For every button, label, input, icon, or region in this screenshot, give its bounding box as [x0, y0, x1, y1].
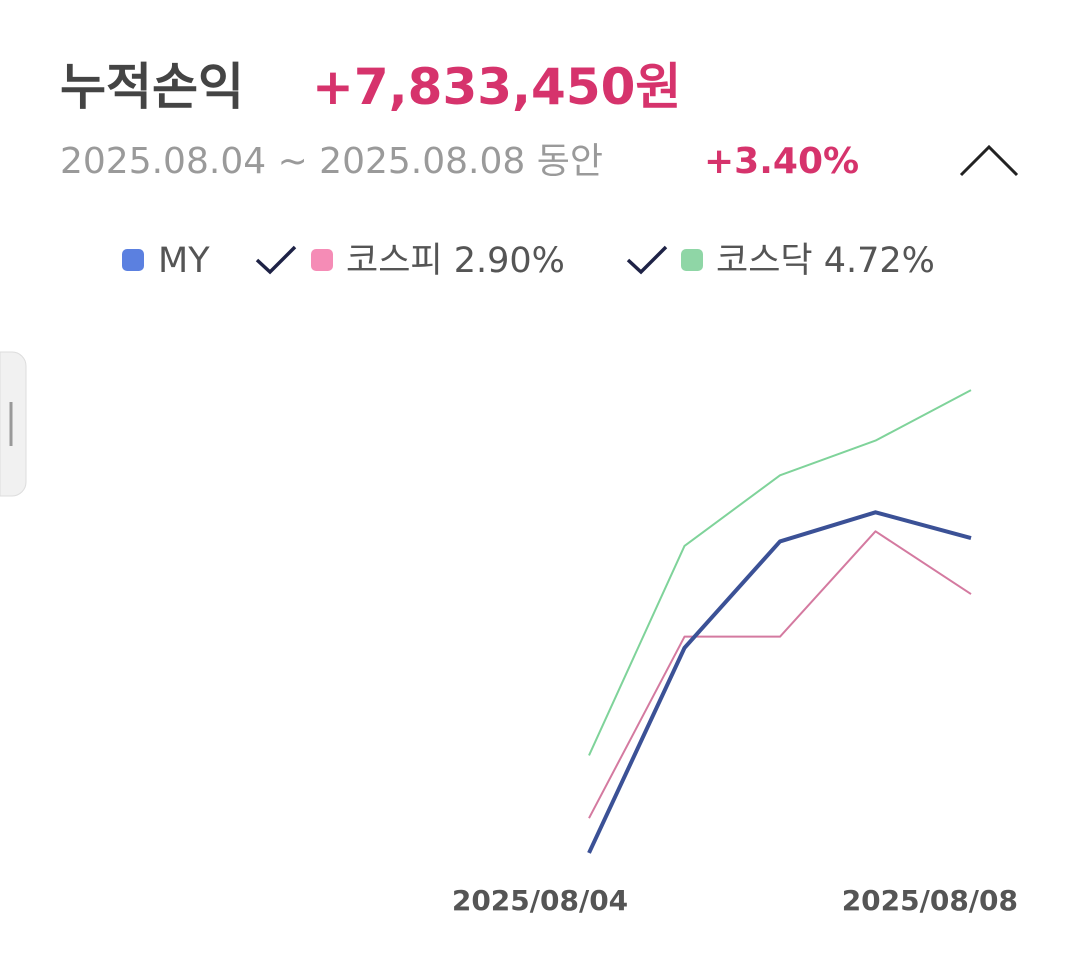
collapse-button[interactable] — [959, 144, 1019, 177]
legend-label[interactable]: 코스닥 4.72% — [716, 241, 935, 281]
period: 2025.08.04 ~ 2025.08.08 동안 — [60, 141, 603, 182]
side-handle[interactable] — [0, 351, 27, 497]
legend-swatch — [122, 249, 144, 271]
check-icon[interactable] — [626, 245, 668, 275]
series-line — [588, 530, 972, 819]
check-icon[interactable] — [255, 245, 297, 275]
series-line — [587, 510, 972, 854]
amount: +7,833,450원 — [312, 58, 681, 116]
legend-swatch — [681, 249, 703, 271]
legend-swatch — [311, 249, 333, 271]
legend-label[interactable]: 코스피 2.90% — [346, 241, 565, 281]
legend-label[interactable]: MY — [158, 241, 210, 281]
rate: +3.40% — [704, 141, 859, 182]
title: 누적손익 — [60, 58, 244, 116]
x-tick-label: 2025/08/04 — [452, 884, 628, 917]
x-tick-label: 2025/08/08 — [842, 884, 1018, 917]
series-line — [588, 389, 972, 756]
